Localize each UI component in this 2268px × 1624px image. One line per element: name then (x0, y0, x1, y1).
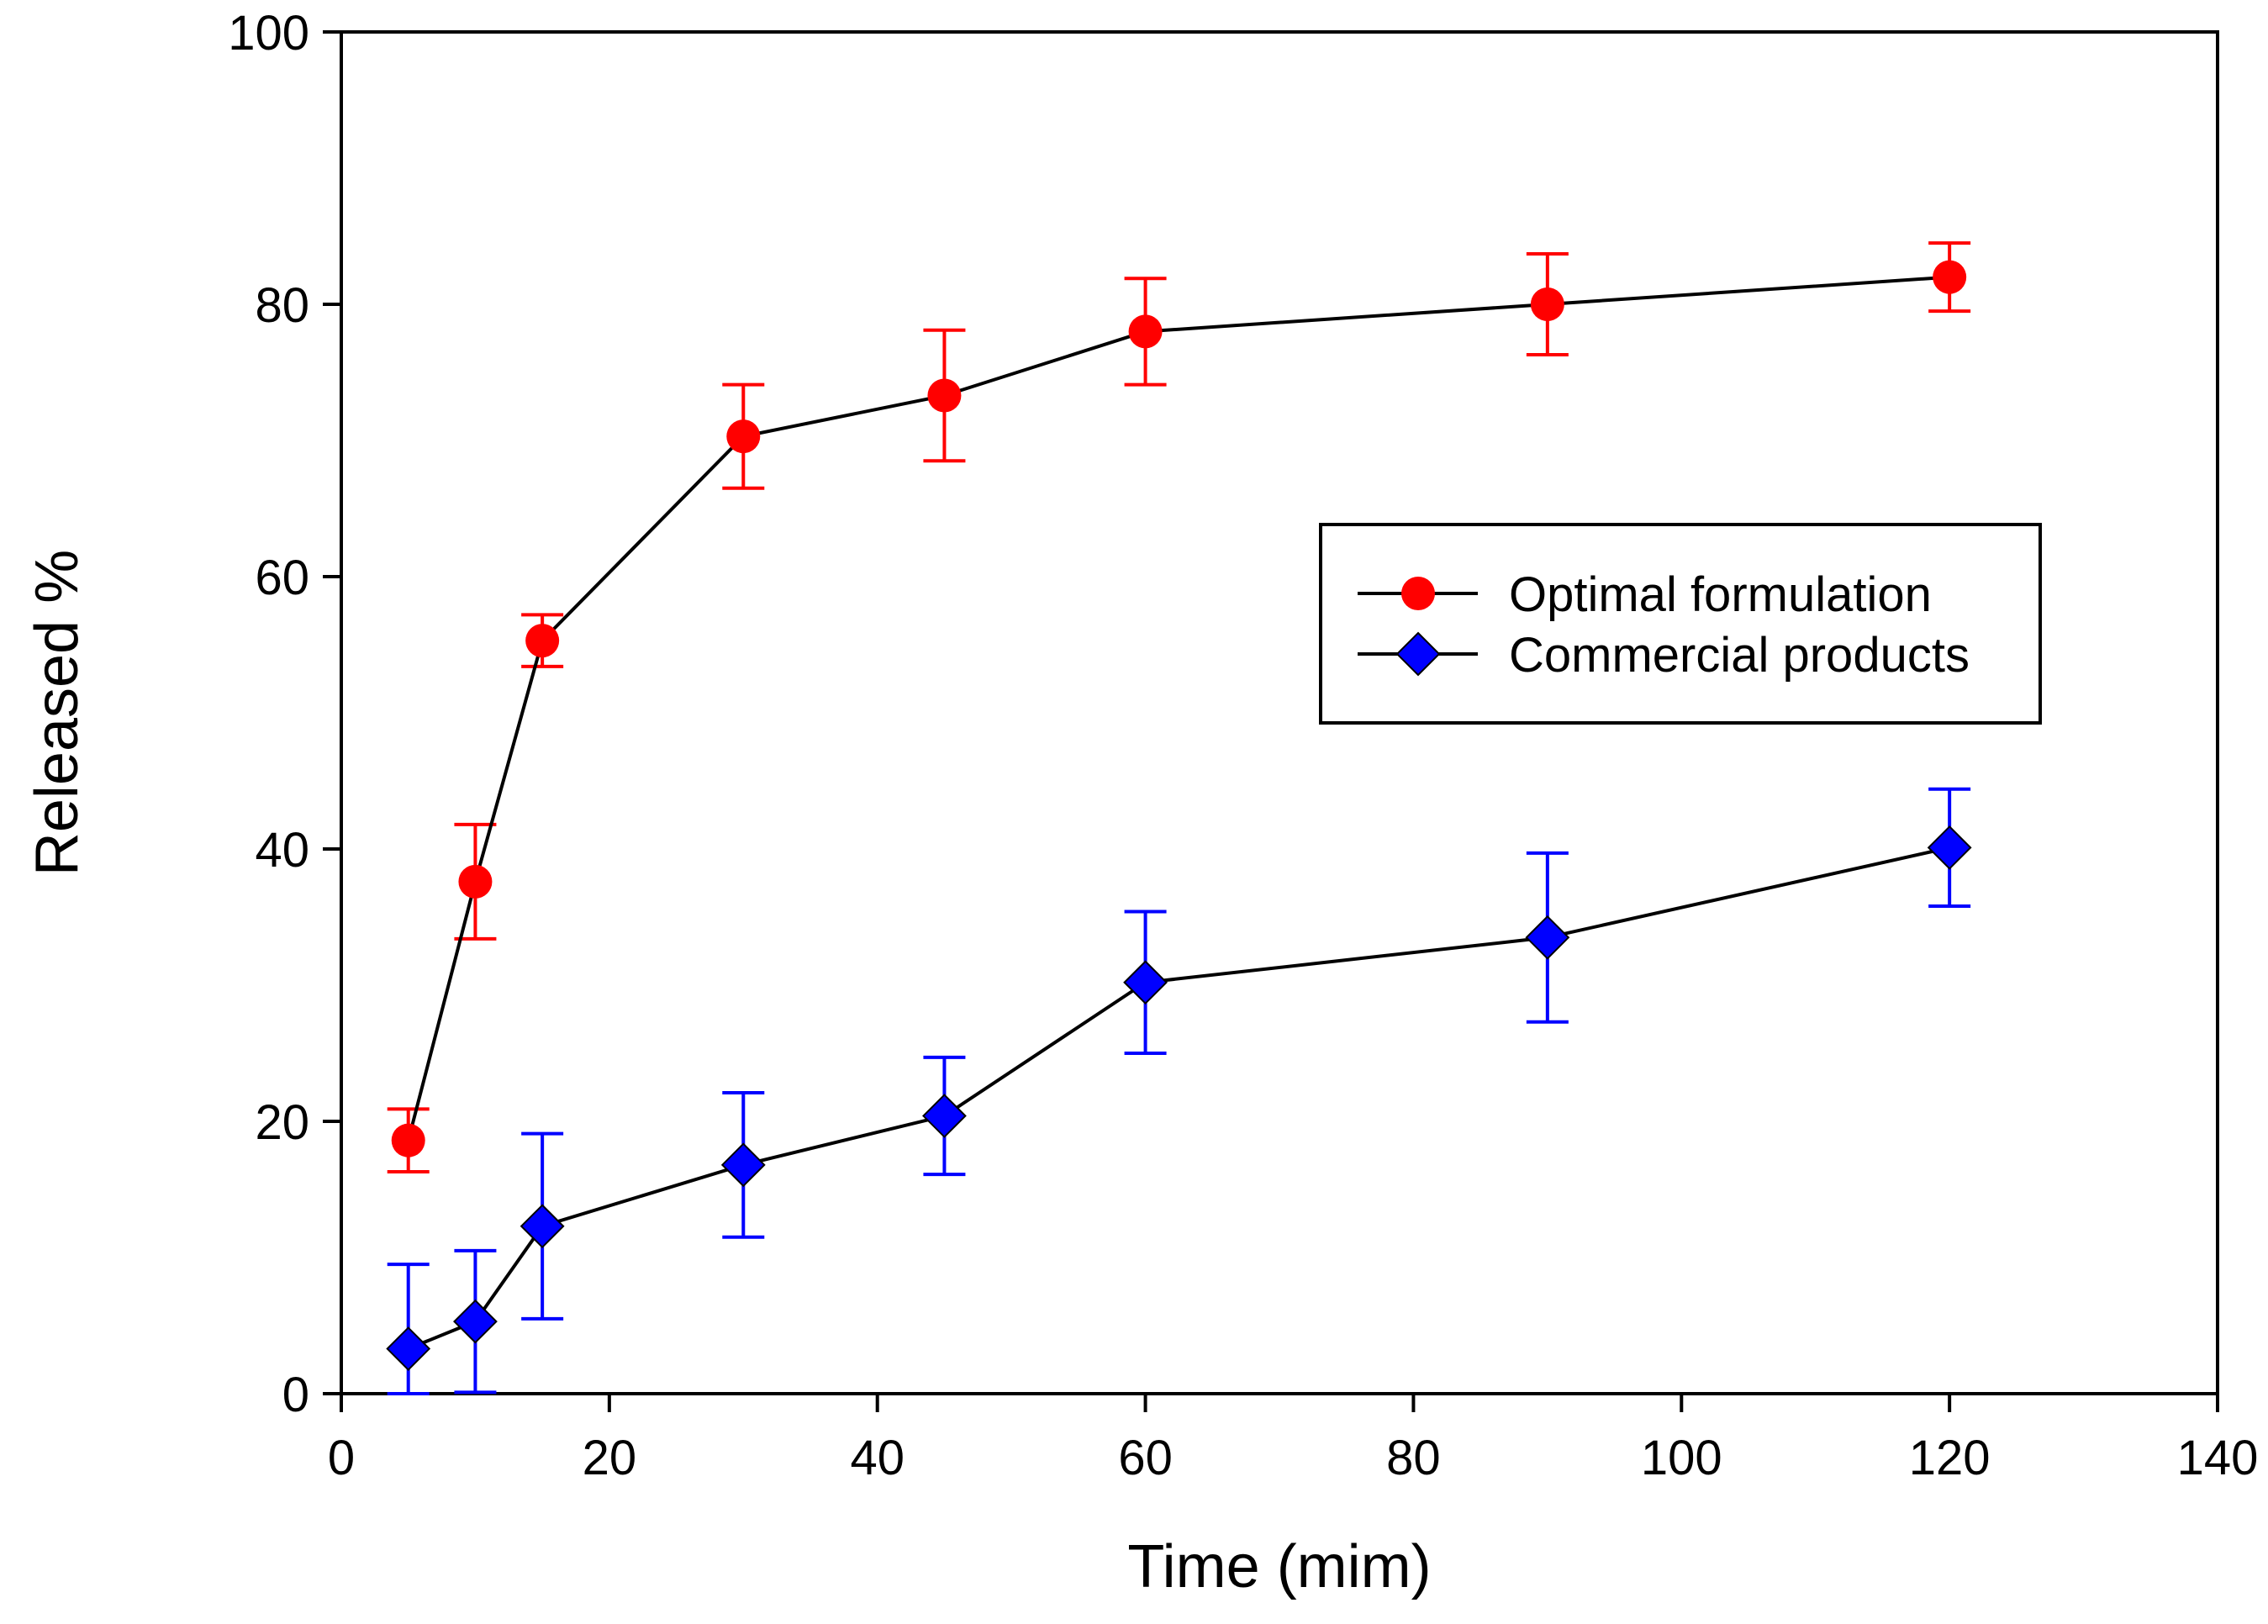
y-tick-label-0: 0 (282, 1368, 309, 1422)
data-point-0-3 (726, 419, 761, 454)
legend-label-commercial: Commercial products (1509, 628, 1970, 683)
data-point-0-2 (525, 624, 560, 658)
legend-label-optimal: Optimal formulation (1509, 567, 1932, 622)
y-axis-title: Released % (24, 550, 91, 876)
data-point-1-4 (922, 1094, 967, 1138)
x-tick-label-0: 0 (328, 1431, 355, 1485)
x-tick-label-60: 60 (1118, 1431, 1173, 1485)
x-tick-label-100: 100 (1641, 1431, 1722, 1485)
data-point-1-6 (1525, 915, 1570, 960)
y-axis-ticks: 0 20 40 60 80 100 (228, 6, 341, 1422)
data-point-1-7 (1927, 825, 1972, 870)
data-point-0-1 (458, 864, 493, 899)
series-commercial-products (386, 787, 1972, 1395)
plot-frame (340, 30, 2219, 1395)
x-tick-label-120: 120 (1909, 1431, 1991, 1485)
data-point-1-1 (453, 1299, 498, 1344)
x-axis-title: Time (mim) (1127, 1533, 1431, 1600)
data-point-0-6 (1530, 287, 1564, 321)
x-tick-label-80: 80 (1386, 1431, 1441, 1485)
y-tick-label-80: 80 (255, 278, 309, 333)
x-tick-label-140: 140 (2177, 1431, 2259, 1485)
series-line-0 (406, 275, 1950, 1142)
y-tick-label-60: 60 (255, 551, 309, 605)
x-tick-label-20: 20 (583, 1431, 637, 1485)
series-line-1 (407, 846, 1950, 1351)
legend-box (1319, 523, 2042, 725)
series-optimal-formulation (387, 241, 1971, 1173)
legend: Optimal formulation Commercial products (1319, 523, 2042, 725)
data-point-1-2 (520, 1204, 565, 1249)
data-point-1-3 (720, 1142, 766, 1188)
y-tick-label-20: 20 (255, 1095, 309, 1150)
data-point-1-5 (1123, 960, 1168, 1005)
y-tick-label-100: 100 (228, 6, 309, 61)
x-axis-ticks: 0 20 40 60 80 100 120 140 (328, 1394, 2259, 1485)
y-tick-label-40: 40 (255, 823, 309, 878)
data-point-0-4 (927, 378, 962, 413)
data-point-1-0 (386, 1326, 431, 1371)
legend-marker-commercial (1395, 631, 1441, 677)
data-point-0-5 (1128, 314, 1163, 349)
x-tick-label-40: 40 (850, 1431, 905, 1485)
series-layer (386, 241, 1972, 1395)
data-point-0-7 (1933, 260, 1967, 294)
data-point-0-0 (391, 1123, 425, 1157)
legend-marker-optimal (1401, 577, 1435, 610)
